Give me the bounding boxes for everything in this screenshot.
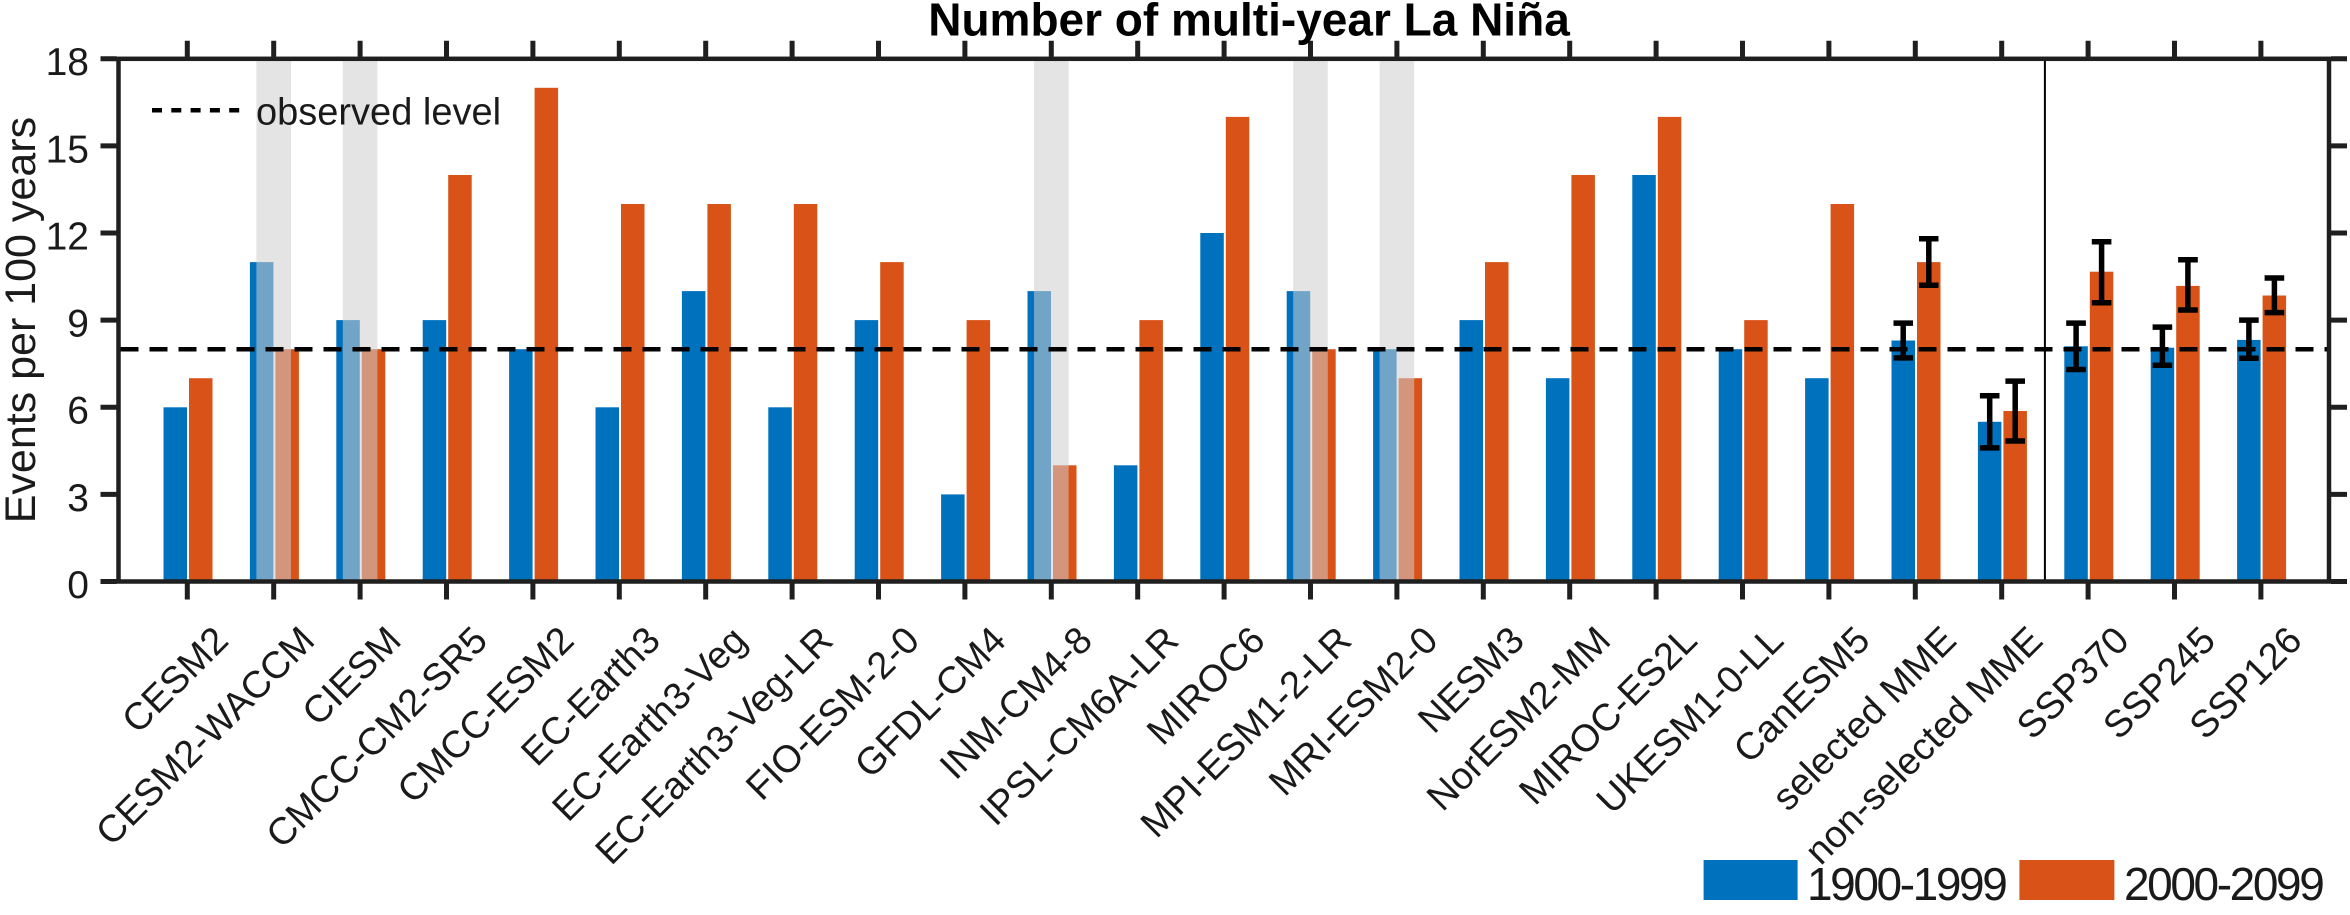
svg-text:observed level: observed level: [256, 92, 501, 134]
svg-text:12: 12: [46, 215, 89, 258]
svg-text:2000-2099: 2000-2099: [2124, 858, 2323, 910]
svg-text:Number of multi-year La Niña: Number of multi-year La Niña: [928, 0, 1570, 46]
svg-text:9: 9: [67, 303, 89, 346]
svg-text:18: 18: [46, 41, 89, 84]
svg-text:3: 3: [67, 477, 89, 520]
svg-text:1900-1999: 1900-1999: [1807, 858, 2006, 910]
svg-text:0: 0: [67, 564, 89, 607]
svg-text:15: 15: [46, 128, 89, 171]
svg-text:6: 6: [67, 390, 89, 433]
svg-text:Events per 100 years: Events per 100 years: [0, 117, 45, 523]
